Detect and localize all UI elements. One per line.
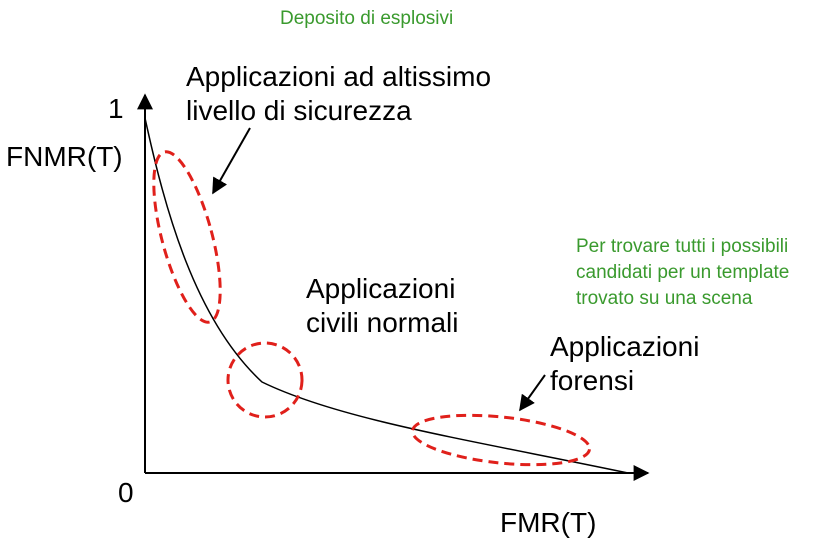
x-axis-label: FMR(T) <box>500 507 597 538</box>
high-security-region <box>152 150 222 324</box>
high-security-arrow <box>212 127 251 195</box>
note-top: Deposito di esplosivi <box>280 8 454 29</box>
civil-label: Applicazioni civili normali <box>306 273 459 338</box>
civil-region <box>226 341 304 419</box>
note-right: Per trovare tutti i possibili candidati … <box>576 236 790 309</box>
y-axis-max: 1 <box>108 93 124 124</box>
origin-label: 0 <box>118 477 134 508</box>
forensic-region <box>410 413 592 467</box>
forensic-label: Applicazioni forensi <box>550 331 700 396</box>
y-axis-label: FNMR(T) <box>6 141 123 172</box>
high-security-label: Applicazioni ad altissimo livello di sic… <box>186 61 492 126</box>
det-curve <box>144 117 629 474</box>
forensic-arrow <box>519 374 546 412</box>
